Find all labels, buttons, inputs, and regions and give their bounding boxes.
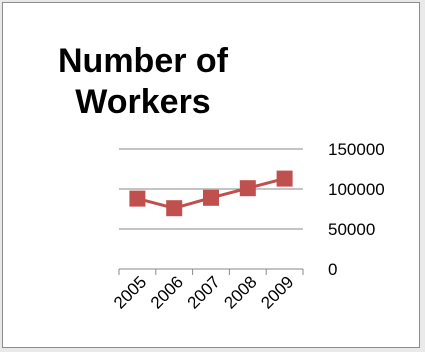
y-axis-tick-labels: 0 50000 100000 150000	[328, 140, 385, 279]
y-tick-label: 150000	[328, 140, 385, 159]
chart-title-line-2: Workers	[75, 83, 211, 121]
chart-area: Number of Workers 0 50000 100000 150000 200…	[2, 2, 420, 348]
data-point	[203, 189, 219, 206]
chart-title: Number of Workers	[33, 41, 253, 123]
data-point	[239, 180, 256, 197]
data-point	[129, 190, 146, 207]
x-axis	[118, 268, 304, 275]
series	[129, 170, 293, 217]
y-tick-label: 50000	[328, 220, 375, 239]
x-tick-label: 2008	[220, 272, 260, 312]
x-tick-label: 2005	[110, 272, 150, 312]
data-point	[276, 170, 293, 187]
data-point	[166, 200, 183, 217]
gridlines	[119, 148, 303, 230]
y-tick-label: 100000	[328, 180, 385, 199]
x-tick-label: 2006	[147, 272, 187, 312]
chart-title-line-1: Number of	[58, 42, 228, 80]
y-tick-label: 0	[328, 260, 337, 279]
x-tick-label: 2009	[257, 272, 297, 312]
x-tick-label: 2007	[184, 272, 224, 312]
